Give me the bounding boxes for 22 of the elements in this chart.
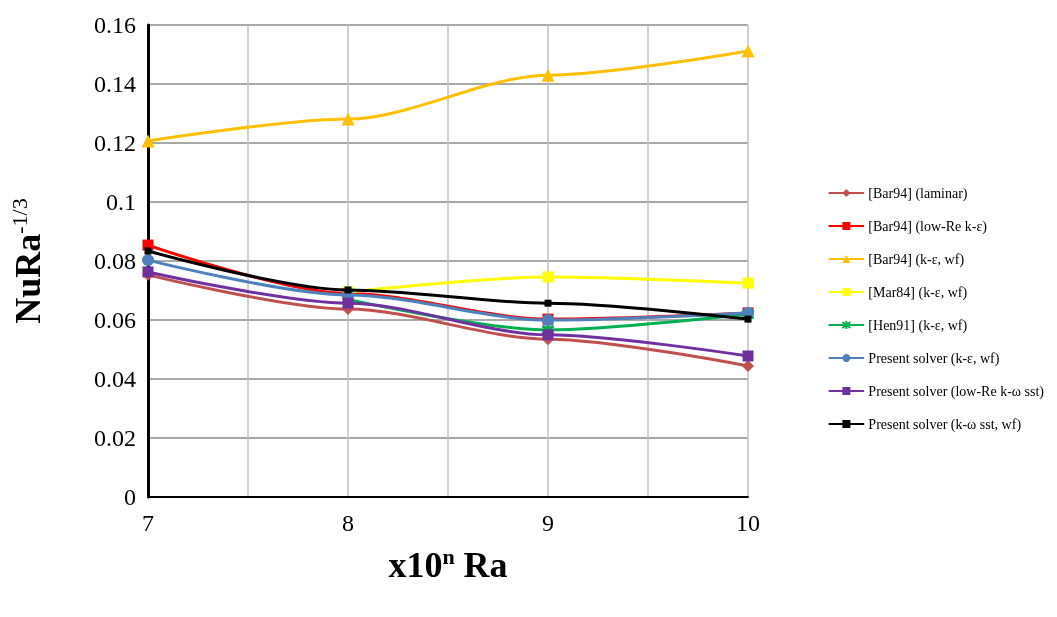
y-axis-title: NuRa-1/3 <box>6 198 48 324</box>
legend-label: Present solver (k-ε, wf) <box>868 350 1000 367</box>
y-tick-label: 0.16 <box>94 12 136 38</box>
legend-label: Present solver (low-Re k-ω sst) <box>868 383 1045 400</box>
x-tick-label: 7 <box>142 510 154 536</box>
legend-label: Present solver (k-ω sst, wf) <box>868 416 1022 433</box>
y-tick-label: 0.14 <box>94 71 136 97</box>
x-tick-label: 8 <box>342 510 354 536</box>
legend-label: [Bar94] (k-ε, wf) <box>868 251 965 268</box>
legend-label: [Bar94] (laminar) <box>868 185 968 202</box>
x-tick-label: 10 <box>736 510 760 536</box>
y-tick-label: 0.08 <box>94 248 136 274</box>
x-tick-label: 9 <box>542 510 554 536</box>
y-tick-label: 0 <box>124 484 136 510</box>
y-tick-label: 0.12 <box>94 130 136 156</box>
y-tick-label: 0.04 <box>94 366 136 392</box>
y-tick-label: 0.02 <box>94 425 136 451</box>
legend-label: [Bar94] (low-Re k-ε) <box>868 218 988 235</box>
legend-label: [Hen91] (k-ε, wf) <box>868 317 968 334</box>
legend-label: [Mar84] (k-ε, wf) <box>868 284 968 301</box>
y-tick-label: 0.06 <box>94 307 136 333</box>
y-tick-label: 0.1 <box>106 189 136 215</box>
